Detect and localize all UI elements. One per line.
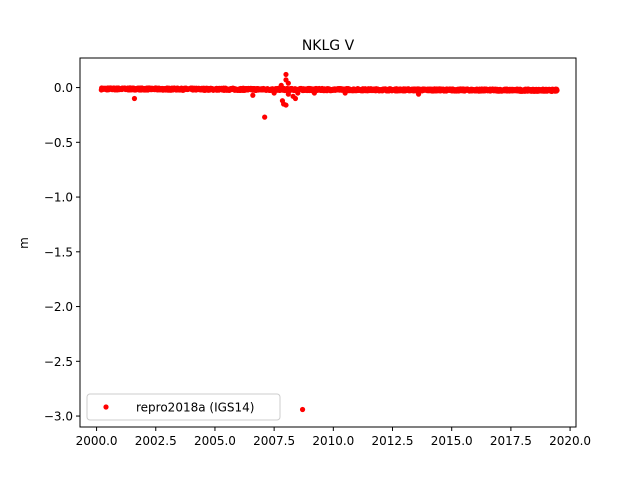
- data-point-outlier: [250, 92, 256, 98]
- x-tick-label: 2015.0: [431, 434, 473, 448]
- y-tick-label: −3.0: [44, 410, 73, 424]
- data-point-outlier: [285, 91, 291, 97]
- plot-frame: [79, 57, 577, 428]
- y-tick-label: −2.0: [44, 300, 73, 314]
- data-point-outlier: [283, 71, 289, 78]
- legend: repro2018a (IGS14): [86, 393, 281, 421]
- legend-label: repro2018a (IGS14): [136, 401, 254, 415]
- data-point-outlier: [295, 90, 301, 96]
- data-point-outlier: [271, 90, 277, 96]
- data-point-outlier: [415, 91, 422, 97]
- x-tick-label: 2010.0: [312, 434, 354, 448]
- data-point-outlier: [131, 95, 138, 102]
- y-axis: 0.0 −0.5 −1.0 −1.5 −2.0 −2.5 −3.0: [44, 81, 80, 424]
- y-tick-label: −1.0: [44, 191, 73, 205]
- x-tick-label: 2002.5: [135, 434, 177, 448]
- chart-title: NKLG V: [302, 38, 355, 54]
- data-point-outlier: [285, 80, 291, 86]
- y-tick-label: −0.5: [44, 136, 73, 150]
- data-point-outlier: [283, 102, 289, 108]
- data-point-outlier: [278, 82, 284, 88]
- data-point-outlier: [299, 406, 306, 413]
- data-point-outlier: [292, 95, 299, 102]
- x-axis: 2000.0 2002.5 2005.0 2007.5 2010.0 2012.5 2015…: [76, 427, 591, 448]
- data-points: [98, 71, 560, 413]
- legend-marker: [103, 404, 109, 410]
- legend-box: [86, 393, 281, 421]
- y-axis-label: m: [17, 237, 31, 249]
- y-tick-label: −1.5: [44, 245, 73, 259]
- data-point: [554, 87, 560, 94]
- x-tick-label: 2020.0: [549, 434, 591, 448]
- x-tick-label: 2007.5: [253, 434, 295, 448]
- x-tick-label: 2005.0: [194, 434, 236, 448]
- x-tick-label: 2000.0: [76, 434, 118, 448]
- x-tick-label: 2017.5: [490, 434, 532, 448]
- data-point-outlier: [262, 114, 268, 120]
- x-tick-label: 2012.5: [372, 434, 414, 448]
- y-tick-label: 0.0: [54, 81, 73, 95]
- data-point-outlier: [311, 90, 317, 96]
- data-point-outlier: [342, 90, 348, 96]
- y-tick-label: −2.5: [44, 355, 73, 369]
